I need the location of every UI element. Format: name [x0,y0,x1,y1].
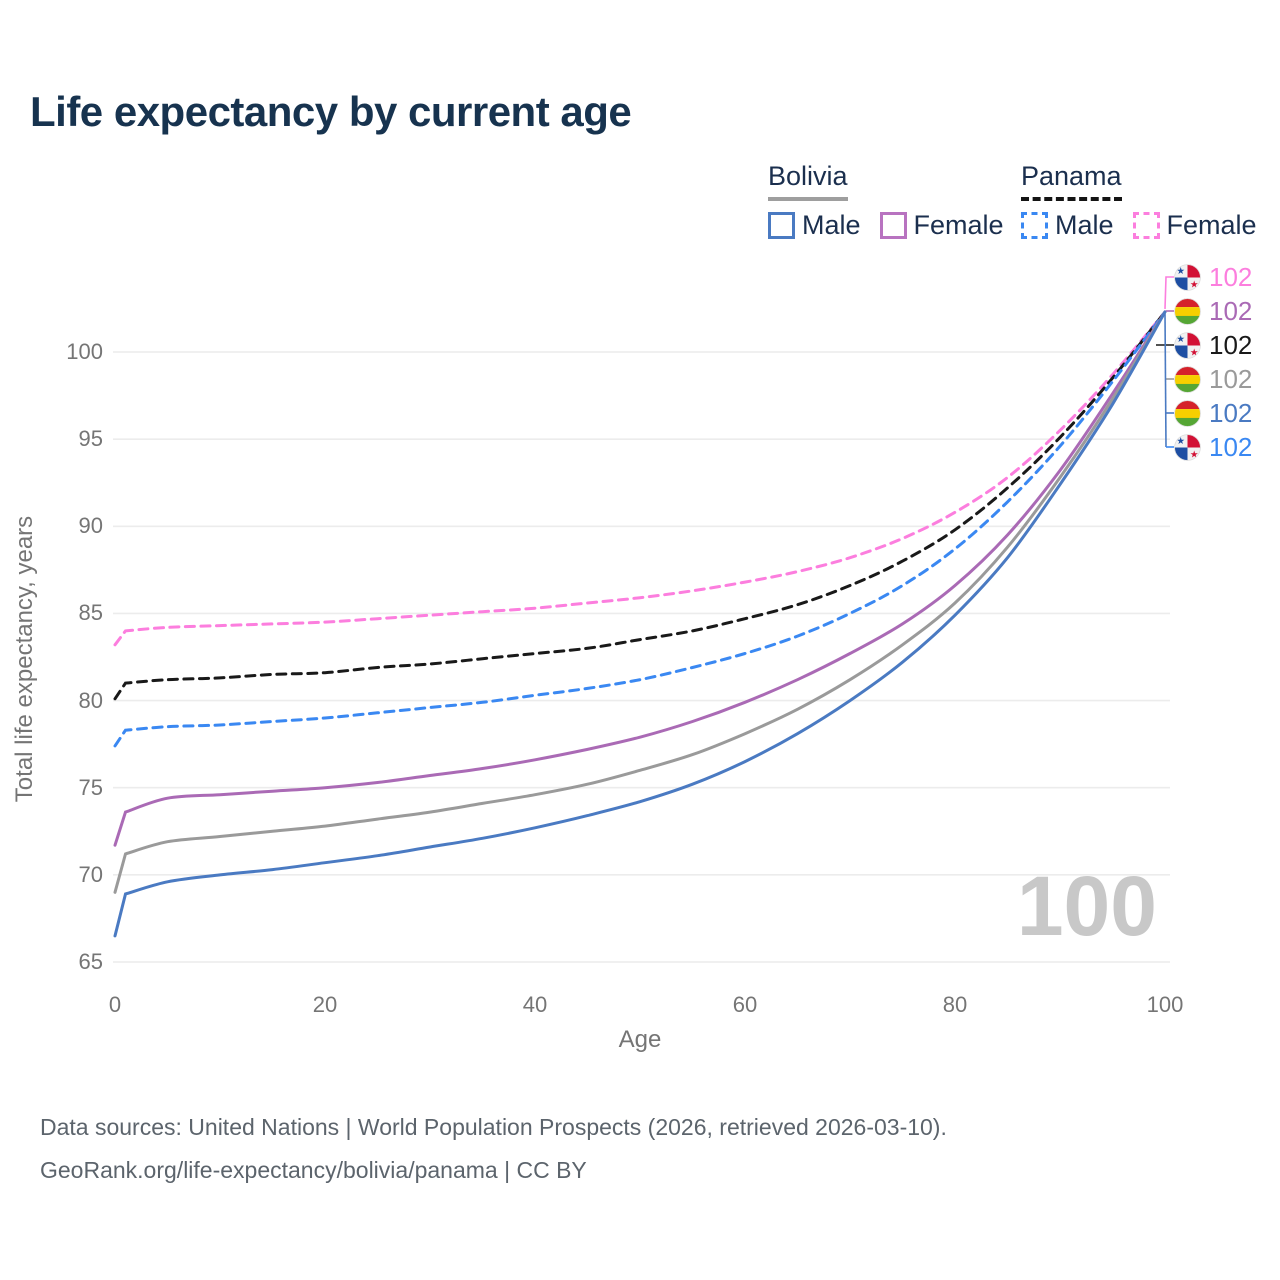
current-age-watermark: 100 [1016,859,1157,953]
data-sources-line: Data sources: United Nations | World Pop… [40,1114,947,1140]
svg-text:★: ★ [1176,436,1185,447]
bolivia-flag-icon [1174,365,1201,393]
y-tick-label-70: 70 [78,861,103,887]
svg-text:★: ★ [1176,266,1185,277]
legend-item-panama-female[interactable]: Female [1132,210,1257,241]
page-title: Life expectancy by current age [30,88,632,135]
bolivia-flag-icon [1174,297,1201,325]
legend-item-label: Female [1166,210,1257,240]
panama-flag-icon: ★★ [1174,263,1201,291]
legend-swatch-icon [879,212,907,239]
end-label-row-5: 102 [1174,396,1252,430]
panama-flag-icon: ★★ [1174,331,1201,359]
end-label-row-1: ★ ★ 102 [1174,260,1252,294]
legend-country-label-bolivia: Bolivia [768,161,848,201]
svg-text:★: ★ [1190,279,1199,290]
bolivia-flag-icon [1174,399,1201,427]
panama-flag-icon: ★★ [1174,263,1201,291]
end-label-row-6: ★ ★ 102 [1174,430,1252,464]
bolivia-flag-icon [1174,399,1201,427]
end-label-row-2: 102 [1174,294,1252,328]
legend-swatch-icon [1021,212,1048,239]
legend-item-bolivia-male[interactable]: Male [768,210,861,241]
y-tick-label-85: 85 [78,600,103,626]
legend-item-bolivia-female[interactable]: Female [879,210,1004,241]
x-axis-title: Age [618,1026,662,1053]
y-tick-label-75: 75 [78,774,103,800]
end-value-label: 102 [1209,330,1253,360]
x-tick-label-60: 60 [732,992,758,1017]
series-line-panama-male[interactable] [113,310,1167,748]
series-line-panama-total[interactable] [113,310,1167,701]
legend-item-panama-male[interactable]: Male [1021,210,1114,241]
svg-text:★: ★ [1176,334,1185,345]
attribution-line: GeoRank.org/life-expectancy/bolivia/pana… [40,1156,587,1183]
legend-group-bolivia: Bolivia Male Female [768,161,1004,241]
x-tick-label-20: 20 [312,992,338,1017]
footer: Data sources: United Nations | World Pop… [40,1106,947,1191]
legend-item-label: Male [1055,210,1114,240]
series-line-bolivia-female[interactable] [113,310,1167,847]
series-end-labels: ★ ★ 102 102 ★ ★ 102 102 102 ★ ★ 102 [1174,260,1252,464]
legend-swatch-icon [768,212,795,239]
end-label-row-4: 102 [1174,362,1252,396]
end-value-label: 102 [1209,364,1253,394]
panama-flag-icon: ★★ [1174,331,1201,359]
series-line-bolivia-total[interactable] [113,310,1167,894]
y-tick-label-100: 100 [66,339,103,364]
end-label-row-3: ★ ★ 102 [1174,328,1252,362]
series-line-bolivia-male[interactable] [113,310,1167,938]
series-line-panama-female[interactable] [113,310,1167,647]
y-tick-label-65: 65 [78,949,103,974]
y-tick-label-90: 90 [78,513,103,539]
end-value-label: 102 [1209,432,1253,462]
y-tick-label-80: 80 [78,687,103,713]
panama-flag-icon: ★★ [1174,433,1201,461]
y-tick-label-95: 95 [78,426,103,452]
x-tick-label-0: 0 [108,992,122,1017]
svg-text:★: ★ [1190,347,1199,358]
panama-flag-icon: ★★ [1174,433,1201,461]
legend-item-label: Female [913,210,1004,240]
legend-country-label-panama: Panama [1021,161,1122,201]
end-label-leader [1164,313,1167,448]
svg-text:★: ★ [1190,449,1199,460]
x-tick-label-80: 80 [942,992,968,1017]
end-label-leader [1164,276,1174,309]
x-tick-label-40: 40 [522,992,548,1017]
legend-group-panama: Panama Male Female [1021,161,1257,241]
end-value-label: 102 [1209,296,1253,326]
x-tick-label-100: 100 [1146,992,1184,1017]
bolivia-flag-icon [1174,365,1201,393]
end-value-label: 102 [1209,398,1253,428]
legend-item-label: Male [802,210,861,240]
end-value-label: 102 [1209,262,1253,292]
bolivia-flag-icon [1174,297,1201,325]
y-axis-title: Total life expectancy, years [11,515,38,803]
legend-swatch-icon [1132,212,1160,239]
